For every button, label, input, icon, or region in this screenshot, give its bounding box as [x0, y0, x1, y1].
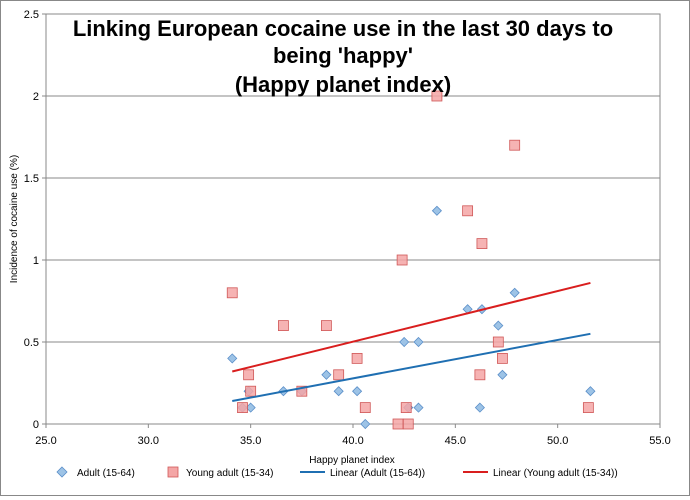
legend-label-young-adult: Young adult (15-34) — [186, 468, 273, 479]
data-point-adult — [497, 369, 508, 380]
y-axis-title: Incidence of cocaine use (%) — [9, 155, 20, 283]
data-point-young-adult — [462, 205, 474, 217]
points-layer — [226, 90, 596, 430]
x-tick-label: 40.0 — [342, 435, 363, 447]
data-point-young-adult — [333, 369, 345, 381]
legend-item-linear-adult: Linear (Adult (15-64)) — [300, 468, 425, 479]
data-point-young-adult — [497, 352, 508, 364]
legend-item-young-adult: Young adult (15-34) — [167, 466, 273, 479]
trendline-layer — [232, 281, 591, 403]
x-tick-label: 50.0 — [547, 435, 568, 447]
data-point-young-adult — [474, 369, 486, 381]
data-point-young-adult — [226, 287, 238, 299]
data-point-young-adult — [509, 139, 521, 151]
trendline-young-adult — [232, 281, 591, 373]
data-point-adult — [413, 402, 424, 413]
data-point-adult — [333, 386, 344, 397]
x-axis-title: Happy planet index — [309, 455, 395, 466]
data-point-adult — [585, 386, 596, 397]
chart-title-line-1: Linking European cocaine use in the last… — [73, 16, 613, 41]
data-point-young-adult — [582, 402, 594, 414]
data-point-adult — [399, 336, 410, 348]
data-point-young-adult — [392, 418, 404, 430]
legend: Adult (15-64) Young adult (15-34) Linear… — [56, 466, 618, 479]
y-tick-label: 1.5 — [24, 173, 39, 185]
y-tick-label: 0.5 — [24, 337, 39, 349]
data-point-young-adult — [359, 402, 371, 414]
data-point-young-adult — [396, 254, 408, 266]
data-point-young-adult — [278, 320, 289, 332]
data-point-young-adult — [400, 402, 412, 414]
y-tick-label: 0 — [33, 419, 39, 431]
legend-label-adult: Adult (15-64) — [77, 468, 135, 479]
x-tick-label: 30.0 — [138, 435, 159, 447]
legend-label-linear-young-adult: Linear (Young adult (15-34)) — [493, 468, 618, 479]
chart-title-line-3: (Happy planet index) — [235, 72, 451, 97]
data-point-adult — [431, 205, 442, 216]
data-point-adult — [227, 353, 238, 364]
data-point-adult — [360, 418, 371, 430]
data-point-young-adult — [431, 90, 443, 102]
plot-area — [45, 13, 661, 425]
data-point-adult — [474, 402, 485, 413]
data-point-young-adult — [320, 320, 332, 332]
data-point-adult — [509, 287, 520, 298]
y-tick-label: 2 — [33, 91, 39, 103]
data-point-adult — [321, 369, 332, 380]
data-point-young-adult — [351, 352, 363, 364]
x-tick-label: 35.0 — [240, 435, 261, 447]
legend-label-linear-adult: Linear (Adult (15-64)) — [330, 468, 425, 479]
chart-title-line-2: being 'happy' — [273, 43, 413, 68]
data-point-young-adult — [492, 336, 504, 348]
x-tick-label: 25.0 — [35, 435, 56, 447]
legend-item-linear-young-adult: Linear (Young adult (15-34)) — [463, 468, 618, 479]
data-point-young-adult — [245, 385, 257, 397]
legend-square-marker — [167, 466, 179, 478]
data-point-young-adult — [237, 402, 248, 414]
tick-labels: 0 0.5 1 1.5 2 2.5 25.0 30.0 35.0 40.0 45.0 50.0 55.0 — [24, 9, 671, 447]
legend-item-adult: Adult (15-64) — [56, 466, 135, 479]
data-point-young-adult — [296, 385, 308, 397]
x-tick-label: 55.0 — [649, 435, 670, 447]
data-point-young-adult — [243, 369, 255, 381]
data-point-young-adult — [476, 238, 488, 250]
y-tick-label: 1 — [33, 255, 39, 267]
legend-diamond-marker — [56, 466, 68, 478]
data-point-adult — [493, 320, 504, 331]
data-point-young-adult — [402, 418, 414, 430]
data-point-adult — [352, 386, 363, 397]
y-tick-label: 2.5 — [24, 9, 39, 21]
data-point-adult — [413, 336, 424, 348]
x-tick-label: 45.0 — [445, 435, 466, 447]
trendline-adult — [232, 332, 591, 403]
